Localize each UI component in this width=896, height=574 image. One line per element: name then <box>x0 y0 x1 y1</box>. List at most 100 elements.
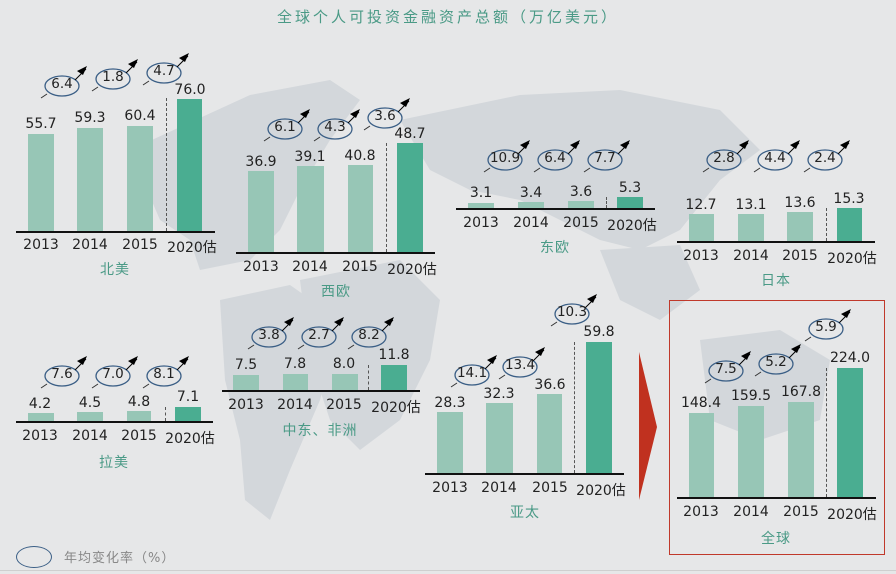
bar-2014 <box>518 202 544 208</box>
value-label: 36.9 <box>245 154 277 170</box>
year-label: 2013 <box>228 397 264 413</box>
value-label: 59.8 <box>583 324 615 340</box>
value-label: 15.3 <box>833 191 865 207</box>
region-label: 全球 <box>761 531 791 547</box>
bar-2015 <box>127 126 153 231</box>
growth-rate-bubble: 4.7 <box>142 53 189 86</box>
x-axis <box>222 390 420 392</box>
value-label: 7.1 <box>176 389 200 405</box>
bar-2014 <box>77 128 103 231</box>
estimate-divider <box>826 368 827 497</box>
growth-arrow-icon <box>533 140 580 173</box>
year-label: 2020估 <box>387 262 437 278</box>
growth-rate-bubble: 8.2 <box>347 317 394 350</box>
value-label: 4.2 <box>28 396 52 412</box>
growth-arrow-icon <box>91 59 138 92</box>
growth-rate-bubble: 7.0 <box>91 356 138 389</box>
bar-2020-estimate <box>837 208 862 241</box>
growth-rate-bubble: 8.1 <box>142 356 189 389</box>
estimate-divider <box>826 208 827 241</box>
bar-2015 <box>788 402 814 497</box>
year-label: 2020估 <box>167 240 217 256</box>
x-axis <box>425 473 624 475</box>
growth-arrow-icon <box>40 66 87 99</box>
bar-2013 <box>468 203 494 208</box>
growth-arrow-icon <box>754 344 801 377</box>
growth-rate-bubble: 14.1 <box>450 355 497 388</box>
year-label: 2020估 <box>576 483 626 499</box>
growth-arrow-icon <box>583 140 630 173</box>
year-label: 2020估 <box>827 251 877 267</box>
value-label: 13.1 <box>735 197 767 213</box>
value-label: 40.8 <box>344 148 376 164</box>
bar-2014 <box>297 166 324 252</box>
value-label: 5.3 <box>618 180 642 196</box>
growth-rate-bubble: 6.4 <box>40 66 87 99</box>
value-label: 11.8 <box>378 347 410 363</box>
year-label: 2015 <box>122 237 158 253</box>
growth-rate-bubble: 10.9 <box>483 140 530 173</box>
growth-rate-bubble: 6.4 <box>533 140 580 173</box>
year-label: 2015 <box>121 428 157 444</box>
x-axis <box>456 208 655 210</box>
year-label: 2013 <box>683 248 719 264</box>
x-axis <box>236 252 435 254</box>
bar-2014 <box>77 412 103 421</box>
global-highlight-box <box>669 300 885 555</box>
growth-rate-bubble: 2.7 <box>297 317 344 350</box>
value-label: 159.5 <box>730 388 772 404</box>
bar-2014 <box>738 214 764 241</box>
bar-2013 <box>689 214 714 241</box>
growth-arrow-icon <box>450 355 497 388</box>
value-label: 28.3 <box>434 395 466 411</box>
year-label: 2015 <box>342 259 378 275</box>
year-label: 2014 <box>481 480 517 496</box>
bar-2020-estimate <box>837 368 863 497</box>
value-label: 224.0 <box>829 350 871 366</box>
value-label: 3.4 <box>519 185 543 201</box>
growth-rate-bubble: 2.4 <box>803 140 850 173</box>
growth-arrow-icon <box>498 347 545 380</box>
value-label: 59.3 <box>74 110 106 126</box>
bar-2020-estimate <box>175 407 201 421</box>
value-label: 13.6 <box>784 195 816 211</box>
year-label: 2013 <box>463 215 499 231</box>
growth-arrow-icon <box>803 140 850 173</box>
growth-arrow-icon <box>804 309 851 342</box>
region-label: 亚太 <box>510 505 540 521</box>
growth-arrow-icon <box>702 140 749 173</box>
value-label: 36.6 <box>534 377 566 393</box>
bar-2015 <box>348 165 373 252</box>
year-label: 2014 <box>72 237 108 253</box>
growth-arrow-icon <box>704 351 751 384</box>
oval-growth-rate-icon <box>16 546 52 568</box>
growth-arrow-icon <box>263 109 310 142</box>
bar-2020-estimate <box>586 342 612 473</box>
year-label: 2020估 <box>371 400 421 416</box>
value-label: 3.1 <box>469 185 493 201</box>
bar-2020-estimate <box>381 365 407 390</box>
chart-title: 全球个人可投资金融资产总额（万亿美元） <box>276 8 619 26</box>
growth-arrow-icon <box>297 317 344 350</box>
growth-rate-bubble: 7.5 <box>704 351 751 384</box>
year-label: 2015 <box>782 248 818 264</box>
x-axis <box>677 497 876 499</box>
estimate-divider <box>165 407 166 421</box>
value-label: 7.8 <box>283 356 307 372</box>
growth-rate-bubble: 6.1 <box>263 109 310 142</box>
red-arrow-icon <box>639 352 657 500</box>
year-label: 2013 <box>432 480 468 496</box>
estimate-divider <box>386 143 387 252</box>
year-label: 2015 <box>532 480 568 496</box>
growth-arrow-icon <box>550 294 597 327</box>
year-label: 2013 <box>22 428 58 444</box>
growth-rate-bubble: 4.3 <box>313 109 360 142</box>
bar-2015 <box>127 411 151 421</box>
growth-rate-bubble: 4.4 <box>753 140 800 173</box>
growth-arrow-icon <box>363 98 410 131</box>
bar-2015 <box>787 212 813 241</box>
value-label: 60.4 <box>124 108 156 124</box>
year-label: 2014 <box>733 248 769 264</box>
year-label: 2013 <box>23 237 59 253</box>
divider <box>0 570 896 571</box>
